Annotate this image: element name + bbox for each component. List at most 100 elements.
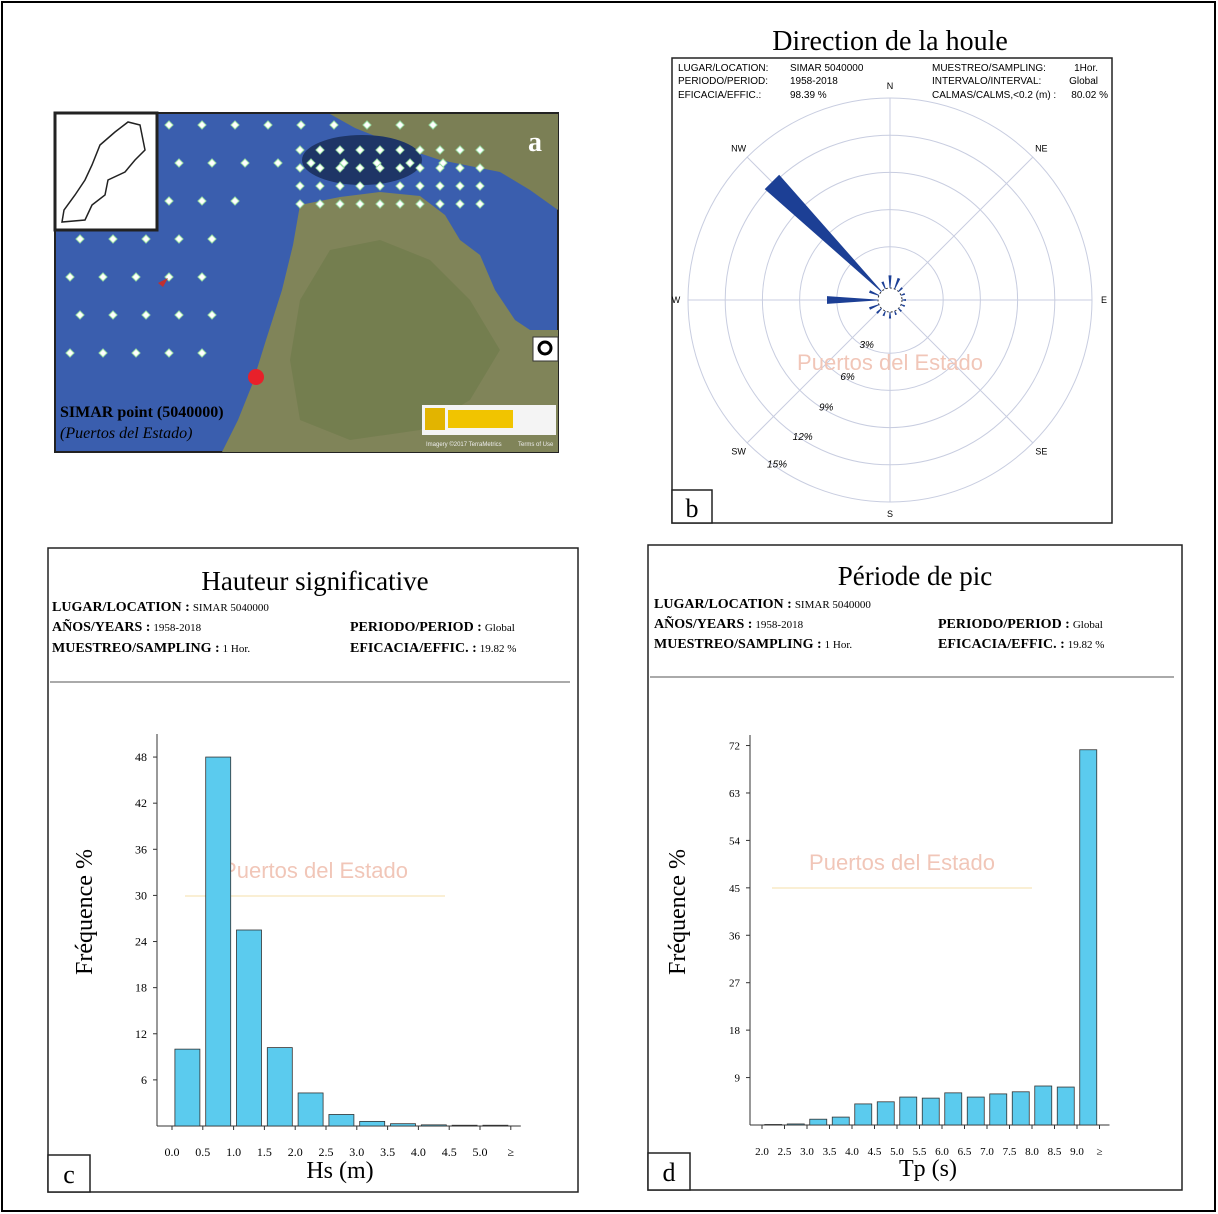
y-tick-label: 48 bbox=[135, 750, 147, 764]
header-value: 1958-2018 bbox=[790, 76, 838, 87]
header-value: 1958-2018 bbox=[153, 622, 201, 634]
y-tick-label: 36 bbox=[135, 842, 147, 856]
bar bbox=[1080, 750, 1097, 1125]
header-label: LUGAR/LOCATION : bbox=[654, 597, 792, 612]
header-label: AÑOS/YEARS : bbox=[52, 617, 150, 635]
direction-label: S bbox=[887, 509, 893, 519]
direction-label: SE bbox=[1035, 446, 1047, 456]
x-tick-label: 4.0 bbox=[411, 1145, 426, 1159]
bar bbox=[945, 1093, 962, 1125]
y-tick-label: 18 bbox=[135, 981, 147, 995]
map-panel: a SIMAR point (5040000) (Puertos del Est… bbox=[55, 113, 558, 452]
y-tick-label: 12 bbox=[135, 1027, 147, 1041]
source-label: (Puertos del Estado) bbox=[60, 425, 192, 442]
simar-point bbox=[248, 369, 264, 385]
y-tick-label: 27 bbox=[729, 978, 741, 990]
bar bbox=[175, 1049, 200, 1126]
x-axis-label: Hs (m) bbox=[306, 1158, 373, 1184]
header-value: 1958-2018 bbox=[755, 619, 803, 631]
terms-link: Terms of Use bbox=[518, 442, 554, 448]
x-axis-label: Tp (s) bbox=[899, 1156, 957, 1182]
bar bbox=[421, 1125, 446, 1126]
bar bbox=[1057, 1087, 1074, 1125]
x-tick-label: 0.0 bbox=[165, 1145, 180, 1159]
header-value: SIMAR 5040000 bbox=[193, 602, 270, 614]
y-tick-label: 54 bbox=[729, 835, 741, 847]
header-value: 1 Hor. bbox=[825, 639, 853, 651]
y-tick-label: 30 bbox=[135, 888, 147, 902]
x-tick-label: ≥ bbox=[1096, 1146, 1102, 1158]
direction-label: NE bbox=[1035, 144, 1048, 154]
direction-label: SW bbox=[731, 446, 746, 456]
panel-label: b bbox=[686, 494, 699, 523]
ring-label: 12% bbox=[793, 432, 813, 443]
header-value: 19.82 % bbox=[1068, 639, 1105, 651]
y-tick-label: 9 bbox=[735, 1073, 741, 1085]
x-tick-label: 4.5 bbox=[442, 1145, 457, 1159]
header-value: 1Hor. bbox=[1074, 63, 1098, 74]
logo-emblem bbox=[425, 408, 445, 430]
bar bbox=[787, 1124, 804, 1125]
header-value: Global bbox=[485, 622, 515, 634]
header-label: MUESTREO/SAMPLING : bbox=[52, 641, 220, 656]
bar bbox=[832, 1117, 849, 1125]
bar bbox=[967, 1097, 984, 1125]
header-label: EFICACIA/EFFIC. : bbox=[938, 637, 1065, 652]
x-tick-label: 3.5 bbox=[823, 1146, 837, 1158]
x-tick-label: 4.5 bbox=[868, 1146, 882, 1158]
x-tick-label: 2.0 bbox=[755, 1146, 769, 1158]
bar bbox=[922, 1098, 939, 1125]
y-tick-label: 24 bbox=[135, 935, 147, 949]
imagery-credit: Imagery ©2017 TerraMetrics bbox=[426, 441, 502, 448]
header-value: SIMAR 5040000 bbox=[790, 63, 864, 74]
y-tick-label: 63 bbox=[729, 788, 741, 800]
bar bbox=[990, 1094, 1007, 1125]
x-tick-label: 4.0 bbox=[845, 1146, 859, 1158]
x-tick-label: 2.5 bbox=[778, 1146, 792, 1158]
header-value: 98.39 % bbox=[790, 90, 827, 101]
x-tick-label: 2.5 bbox=[319, 1145, 334, 1159]
x-tick-label: 7.0 bbox=[980, 1146, 994, 1158]
bar bbox=[329, 1114, 354, 1126]
x-tick-label: 1.0 bbox=[226, 1145, 241, 1159]
header-label: PERIODO/PERIOD : bbox=[938, 617, 1070, 632]
x-tick-label: 6.5 bbox=[958, 1146, 972, 1158]
y-tick-label: 42 bbox=[135, 796, 147, 810]
x-tick-label: 3.5 bbox=[380, 1145, 395, 1159]
direction-label: W bbox=[672, 295, 681, 305]
y-tick-label: 72 bbox=[729, 741, 740, 753]
x-tick-label: 8.5 bbox=[1048, 1146, 1062, 1158]
header-label: INTERVALO/INTERVAL: bbox=[932, 76, 1041, 87]
chart-title: Hauteur significative bbox=[201, 566, 428, 596]
x-tick-label: ≥ bbox=[508, 1145, 515, 1159]
bar bbox=[267, 1048, 292, 1126]
x-tick-label: 7.5 bbox=[1003, 1146, 1017, 1158]
y-tick-label: 45 bbox=[729, 883, 741, 895]
bar bbox=[391, 1124, 416, 1126]
header-label: LUGAR/LOCATION: bbox=[678, 63, 768, 74]
bar bbox=[765, 1124, 782, 1125]
x-tick-label: 2.0 bbox=[288, 1145, 303, 1159]
x-tick-label: 1.5 bbox=[257, 1145, 272, 1159]
x-tick-label: 9.0 bbox=[1070, 1146, 1084, 1158]
watermark: Puertos del Estado bbox=[797, 350, 983, 375]
header-label: AÑOS/YEARS : bbox=[654, 614, 752, 632]
figure: a SIMAR point (5040000) (Puertos del Est… bbox=[0, 0, 1218, 1214]
x-tick-label: 8.0 bbox=[1025, 1146, 1039, 1158]
header-label: PERIODO/PERIOD : bbox=[350, 620, 482, 635]
header-label: LUGAR/LOCATION : bbox=[52, 600, 190, 615]
bar bbox=[900, 1097, 917, 1125]
header-label: CALMAS/CALMS,<0.2 (m) : bbox=[932, 90, 1056, 101]
bar bbox=[206, 757, 231, 1126]
direction-label: E bbox=[1101, 295, 1107, 305]
header-label: MUESTREO/SAMPLING: bbox=[932, 63, 1046, 74]
header-label: EFICACIA/EFFIC. : bbox=[350, 641, 477, 656]
y-tick-label: 36 bbox=[729, 930, 741, 942]
header-value: SIMAR 5040000 bbox=[795, 599, 872, 611]
y-axis-label: Fréquence % bbox=[72, 849, 98, 975]
header-value: 1 Hor. bbox=[223, 643, 251, 655]
ring-label: 15% bbox=[767, 459, 787, 470]
header-value: 80.02 % bbox=[1071, 90, 1108, 101]
direction-label: N bbox=[887, 81, 894, 91]
bar bbox=[360, 1121, 385, 1126]
